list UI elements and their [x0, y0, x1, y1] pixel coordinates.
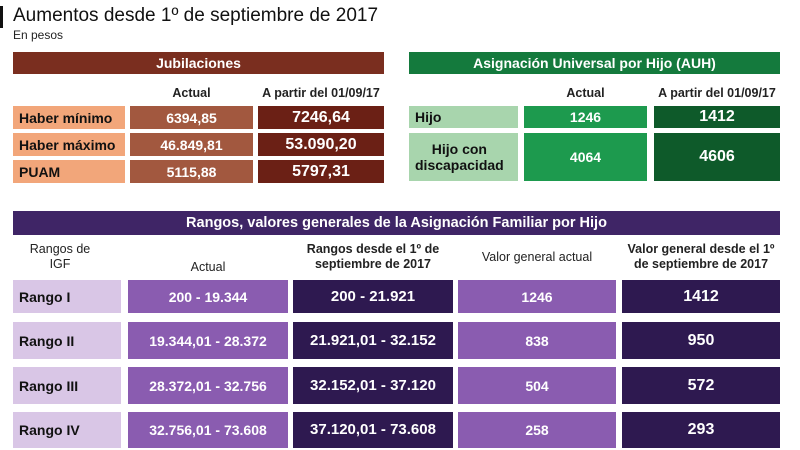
- rangos-row-nuevo: 21.921,01 - 32.152: [293, 322, 453, 359]
- jubilaciones-row-nuevo: 53.090,20: [258, 133, 384, 156]
- jubilaciones-row-nuevo: 5797,31: [258, 160, 384, 183]
- jubilaciones-row-nuevo: 7246,64: [258, 106, 384, 129]
- auh-row-label: Hijo: [409, 106, 518, 128]
- page-subtitle: En pesos: [13, 28, 64, 42]
- rangos-row-label: Rango I: [13, 280, 121, 313]
- rangos-row-nuevo: 32.152,01 - 37.120: [293, 367, 453, 404]
- rangos-row-valor-nuevo: 1412: [622, 280, 780, 313]
- rangos-row-valor-nuevo: 293: [622, 412, 780, 448]
- auh-row-actual: 1246: [524, 106, 647, 128]
- rangos-col-rangos: Rangos de IGF: [29, 242, 91, 271]
- jubilaciones-col-actual: Actual: [172, 85, 211, 100]
- rangos-header: Rangos, valores generales de la Asignaci…: [13, 211, 780, 235]
- rangos-col-valor-nuevo: Valor general desde el 1º de septiembre …: [627, 242, 775, 271]
- rangos-row-actual: 28.372,01 - 32.756: [128, 367, 288, 404]
- auh-row-nuevo: 1412: [654, 106, 780, 128]
- page-title: Aumentos desde 1º de septiembre de 2017: [13, 5, 379, 26]
- jubilaciones-row-actual: 46.849,81: [130, 133, 253, 156]
- rangos-col-valor-actual: Valor general actual: [481, 249, 593, 264]
- rangos-row-nuevo: 37.120,01 - 73.608: [293, 412, 453, 448]
- rangos-col-actual: Actual: [190, 259, 226, 274]
- rangos-row-valor-actual: 838: [458, 322, 616, 359]
- rangos-row-valor-nuevo: 572: [622, 367, 780, 404]
- auh-header: Asignación Universal por Hijo (AUH): [409, 52, 780, 74]
- rangos-col-rangos-nuevo: Rangos desde el 1º de septiembre de 2017: [306, 242, 440, 271]
- rangos-row-valor-nuevo: 950: [622, 322, 780, 359]
- jubilaciones-header: Jubilaciones: [13, 52, 384, 74]
- rangos-row-valor-actual: 258: [458, 412, 616, 448]
- jubilaciones-row-actual: 5115,88: [130, 160, 253, 183]
- rangos-row-valor-actual: 1246: [458, 280, 616, 313]
- jubilaciones-row-actual: 6394,85: [130, 106, 253, 129]
- rangos-row-label: Rango III: [13, 367, 121, 404]
- rangos-row-label: Rango II: [13, 322, 121, 359]
- jubilaciones-col-nuevo: A partir del 01/09/17: [262, 85, 380, 100]
- auh-col-actual: Actual: [566, 85, 605, 100]
- title-bar-accent: [0, 6, 3, 28]
- jubilaciones-row-label: Haber máximo: [13, 133, 125, 156]
- rangos-row-valor-actual: 504: [458, 367, 616, 404]
- auh-row-label: Hijo con discapacidad: [409, 133, 518, 181]
- rangos-row-actual: 200 - 19.344: [128, 280, 288, 313]
- rangos-row-actual: 19.344,01 - 28.372: [128, 322, 288, 359]
- auh-row-actual: 4064: [524, 133, 647, 181]
- jubilaciones-row-label: Haber mínimo: [13, 106, 125, 129]
- rangos-row-nuevo: 200 - 21.921: [293, 280, 453, 313]
- jubilaciones-row-label: PUAM: [13, 160, 125, 183]
- rangos-row-actual: 32.756,01 - 73.608: [128, 412, 288, 448]
- rangos-row-label: Rango IV: [13, 412, 121, 448]
- auh-row-nuevo: 4606: [654, 133, 780, 181]
- auh-col-nuevo: A partir del 01/09/17: [658, 85, 776, 100]
